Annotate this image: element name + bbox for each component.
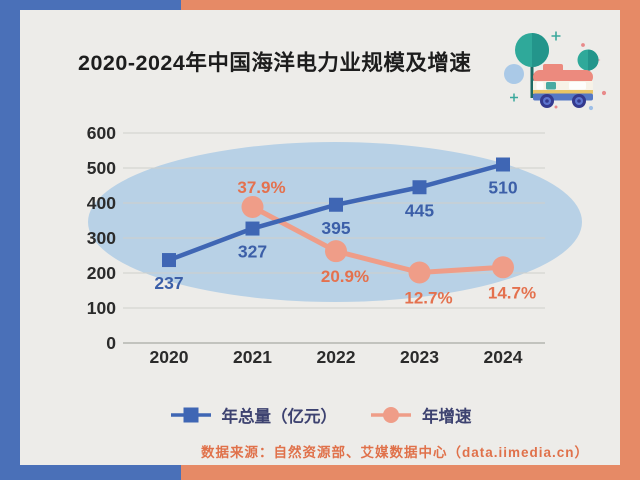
frame-band-left — [0, 0, 20, 480]
tree-shade — [588, 49, 599, 71]
legend-marker-square-icon — [170, 407, 211, 423]
sparkle-icon — [551, 31, 561, 41]
legend-marker-circle-icon — [371, 407, 411, 423]
tree-trunk — [530, 50, 534, 98]
legend-item-total: 年总量（亿元） — [169, 403, 338, 427]
tree-shade — [532, 33, 549, 67]
bush-icon — [504, 64, 524, 84]
sparkle-dot — [588, 105, 594, 111]
page-title: 2020-2024年中国海洋电力业规模及增速 — [78, 51, 472, 75]
data-source-text: 数据来源：自然资源部、艾媒数据中心（data.iimedia.cn） — [200, 445, 590, 460]
sparkle-dot — [554, 105, 558, 109]
legend-label-growth: 年增速 — [422, 408, 472, 426]
legend-label-total: 年总量（亿元） — [221, 408, 338, 426]
frame-band-top — [0, 0, 181, 10]
bus-trees-illustration — [504, 31, 607, 111]
frame-band-bottom — [0, 465, 181, 480]
legend-item-growth: 年增速 — [369, 403, 472, 427]
chart-legend: 年总量（亿元） 年增速 — [20, 403, 620, 427]
bus-icon — [533, 64, 593, 108]
sparkle-dot — [601, 90, 607, 96]
sparkle-icon — [510, 93, 518, 102]
sparkle-dot — [581, 43, 585, 47]
